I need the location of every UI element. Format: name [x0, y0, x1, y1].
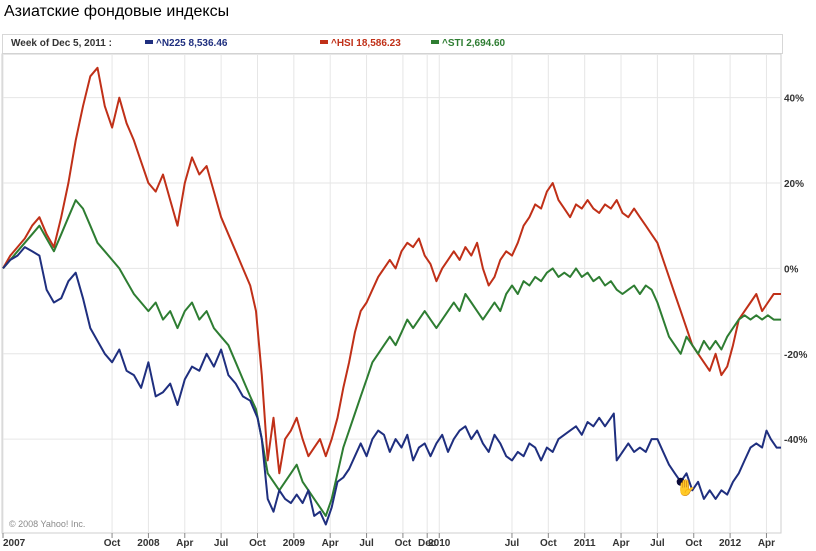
legend-name-n225: ^N225 [156, 38, 186, 49]
y-tick-label-1: 20% [784, 179, 804, 190]
legend-swatch-n225 [145, 40, 153, 44]
plot-area [1, 53, 782, 534]
x-tick-label-19: Apr [758, 538, 775, 549]
hand-cursor-icon: ✋ [676, 480, 696, 497]
legend-entry-hsi[interactable]: ^HSI 18,586.23 [320, 38, 401, 49]
x-tick-label-9: Oct [395, 538, 412, 549]
copyright-notice: © 2008 Yahoo! Inc. [9, 519, 86, 529]
x-tick-label-3: Apr [176, 538, 193, 549]
series-layer [2, 66, 781, 526]
x-tick-label-5: Oct [249, 538, 266, 549]
legend-value-sti: 2,694.60 [466, 38, 506, 49]
series-marker-n225[interactable] [676, 477, 685, 486]
y-tick-label-4: -40% [784, 435, 807, 446]
series-line-n225[interactable] [2, 246, 781, 526]
y-tick-label-0: 40% [784, 94, 804, 105]
y-tick-label-2: 0% [784, 264, 799, 275]
y-tick-label-3: -20% [784, 350, 807, 361]
legend-name-hsi: ^HSI [331, 38, 354, 49]
x-tick-label-18: 2012 [719, 538, 742, 549]
x-tick-label-15: Apr [612, 538, 629, 549]
x-tick-label-16: Jul [650, 538, 665, 549]
x-tick-label-1: Oct [104, 538, 121, 549]
page-title: Азиатские фондовые индексы [4, 3, 230, 20]
legend-entry-sti[interactable]: ^STI 2,694.60 [431, 38, 505, 49]
x-tick-label-6: 2009 [283, 538, 306, 549]
legend-entry-n225[interactable]: ^N225 8,536.46 [145, 38, 227, 49]
x-tick-label-2: 2008 [137, 538, 160, 549]
series-line-sti[interactable] [2, 199, 781, 517]
x-tick-label-8: Jul [359, 538, 374, 549]
legend-value-hsi: 18,586.23 [356, 38, 401, 49]
x-tick-label-4: Jul [214, 538, 229, 549]
x-tick-label-17: Oct [685, 538, 702, 549]
legend-week-label: Week of Dec 5, 2011 : [11, 38, 112, 49]
legend-value-n225: 8,536.46 [188, 38, 228, 49]
legend-name-sti: ^STI [442, 38, 464, 49]
legend-swatch-sti [431, 40, 439, 44]
x-tick-label-14: 2011 [574, 538, 596, 549]
series-line-hsi[interactable] [2, 66, 781, 475]
x-tick-label-7: Apr [322, 538, 339, 549]
x-tick-label-10: Dec [418, 538, 437, 549]
x-tick-label-11: 2010 [428, 538, 451, 549]
x-tick-label-12: Jul [505, 538, 520, 549]
x-axis: 2007 Oct 2008 Apr Jul Oct 2009 Apr Jul Oct Dec2010… [2, 533, 775, 549]
x-tick-label-0: 2007 [3, 538, 26, 549]
y-axis: 40% 20% 0% -20% -40% [784, 94, 807, 446]
x-tick-label-13: Oct [540, 538, 557, 549]
legend-swatch-hsi [320, 40, 328, 44]
